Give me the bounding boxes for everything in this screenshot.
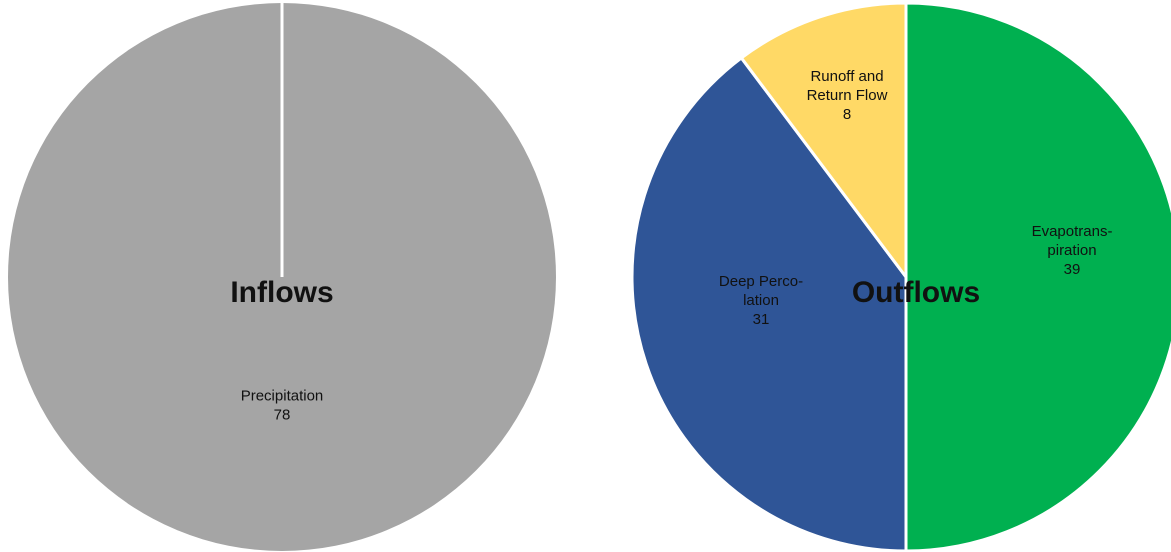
data-label-deep-percolation: Deep Perco-lation 31 — [719, 273, 803, 328]
data-label-value: 8 — [843, 106, 851, 123]
data-label-text: Deep Perco- — [719, 273, 803, 290]
data-label-text: Precipitation — [241, 388, 324, 405]
outflows-pie-chart: Evapotrans-piration 39 Deep Perco-lation 31… — [630, 1, 1171, 552]
data-label-value: 78 — [274, 407, 291, 424]
data-label-text: Return Flow — [807, 87, 888, 104]
chart-title-outflows: Outflows — [852, 276, 980, 309]
slice-runoff-and-return-flow — [739, 1, 908, 279]
data-label-value: 31 — [753, 311, 770, 328]
slice-deep-percolation — [630, 56, 908, 552]
data-label-runoff-and-return-flow: Runoff and Return Flow 8 — [807, 68, 888, 123]
inflows-pie-chart: Precipitation 78 Inflows — [8, 3, 556, 551]
slice-evapotranspiration — [904, 1, 1171, 552]
data-label-value: 39 — [1064, 261, 1081, 278]
data-label-text: piration — [1047, 242, 1096, 259]
data-label-precipitation: Precipitation 78 — [241, 388, 324, 424]
data-label-evapotranspiration: Evapotrans-piration 39 — [1032, 223, 1113, 278]
chart-title-inflows: Inflows — [230, 276, 333, 309]
data-label-text: Evapotrans- — [1032, 223, 1113, 240]
data-label-text: Runoff and — [810, 68, 883, 85]
data-label-text: lation — [743, 292, 779, 309]
